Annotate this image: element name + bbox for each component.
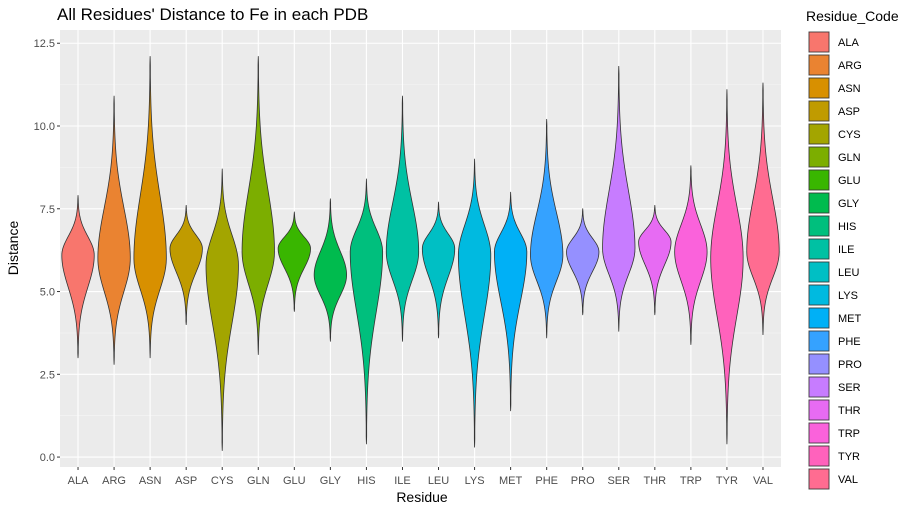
legend-key-his (808, 215, 830, 237)
y-axis-title: Distance (5, 221, 21, 276)
y-axis: 0.0 2.5 5.0 7.5 10.0 12.5 (34, 38, 60, 464)
legend-label: GLN (838, 152, 861, 164)
legend-key-lys (808, 284, 830, 306)
legend-label: VAL (838, 474, 858, 486)
violin-ser (602, 66, 636, 332)
violin-met (493, 191, 528, 412)
x-tick-label: GLN (247, 475, 270, 487)
legend-label: ASN (838, 83, 861, 95)
legend-key-ala (808, 31, 830, 53)
violin-arg (97, 95, 131, 365)
x-tick-label: ILE (394, 475, 411, 487)
violin-his (349, 178, 384, 445)
legend-label: ARG (838, 60, 862, 72)
legend-key-thr (808, 399, 830, 421)
legend-key-leu (808, 261, 830, 283)
violin-lys (457, 158, 492, 448)
violin-ile (385, 95, 420, 342)
legend-key-asn (808, 77, 830, 99)
y-tick-label: 12.5 (34, 38, 55, 50)
legend-label: LYS (838, 290, 858, 302)
violin-asp (169, 205, 203, 326)
legend-key-phe (808, 330, 830, 352)
legend-key-arg (808, 54, 830, 76)
legend-label: PHE (838, 336, 861, 348)
legend-label: GLY (838, 198, 860, 210)
x-tick-label: ARG (102, 475, 126, 487)
violin-phe (530, 118, 564, 339)
y-tick-label: 5.0 (40, 287, 55, 299)
violin-glu (277, 211, 311, 312)
legend-key-val (808, 468, 830, 490)
x-tick-label: PRO (571, 475, 595, 487)
violin-tyr (710, 89, 744, 445)
y-tick-label: 2.5 (40, 369, 55, 381)
x-tick-label: VAL (753, 475, 773, 487)
legend-label: ILE (838, 244, 855, 256)
legend-label: TYR (838, 451, 860, 463)
legend-key-gly (808, 192, 830, 214)
legend-label: GLU (838, 175, 861, 187)
violin-pro (566, 208, 600, 316)
x-tick-label: THR (644, 475, 667, 487)
legend-key-asp (808, 100, 830, 122)
x-tick-label: GLU (283, 475, 306, 487)
plot-panel (60, 30, 781, 467)
legend-label: CYS (838, 129, 861, 141)
legend-label: LEU (838, 267, 859, 279)
x-tick-label: LEU (428, 475, 449, 487)
violin-gly (313, 198, 347, 342)
legend-label: SER (838, 382, 861, 394)
violin-trp (674, 165, 708, 345)
legend-label: MET (838, 313, 862, 325)
x-tick-label: SER (607, 475, 630, 487)
x-tick-label: TYR (716, 475, 738, 487)
legend-label: ALA (838, 37, 859, 49)
x-tick-label: GLY (320, 475, 342, 487)
violin-cys (205, 168, 239, 451)
x-tick-label: PHE (535, 475, 558, 487)
violin-ala (61, 195, 95, 359)
x-tick-label: MET (499, 475, 523, 487)
legend-label: HIS (838, 221, 856, 233)
legend-label: ASP (838, 106, 860, 118)
chart-title: All Residues' Distance to Fe in each PDB (57, 5, 368, 24)
legend-title: Residue_Code (806, 8, 899, 24)
legend-label: PRO (838, 359, 862, 371)
legend-key-trp (808, 422, 830, 444)
violin-gln (241, 56, 275, 355)
y-tick-label: 7.5 (40, 204, 55, 216)
legend: Residue_Code ALA ARG ASN ASP CYS GLN GLU GLY HIS… (806, 8, 899, 490)
x-tick-label: ASP (175, 475, 197, 487)
violin-val (746, 82, 780, 335)
legend-key-tyr (808, 445, 830, 467)
x-tick-label: LYS (465, 475, 485, 487)
legend-key-met (808, 307, 830, 329)
y-tick-label: 10.0 (34, 121, 55, 133)
violin-asn (133, 56, 167, 359)
y-tick-label: 0.0 (40, 452, 55, 464)
legend-key-pro (808, 353, 830, 375)
panel-background (60, 30, 781, 467)
legend-label: TRP (838, 428, 860, 440)
legend-key-ile (808, 238, 830, 260)
legend-key-gln (808, 146, 830, 168)
violin-thr (638, 205, 672, 316)
x-tick-label: ALA (68, 475, 89, 487)
x-tick-label: ASN (139, 475, 162, 487)
legend-label: THR (838, 405, 861, 417)
x-axis-title: Residue (396, 489, 448, 505)
x-axis: ALA ARG ASN ASP CYS GLN GLU GLY HIS ILE LEU LYS MET P… (68, 467, 773, 487)
violin-leu (421, 201, 456, 339)
x-tick-label: CYS (211, 475, 234, 487)
legend-key-cys (808, 123, 830, 145)
legend-key-ser (808, 376, 830, 398)
x-tick-label: HIS (357, 475, 375, 487)
x-tick-label: TRP (680, 475, 702, 487)
legend-key-glu (808, 169, 830, 191)
